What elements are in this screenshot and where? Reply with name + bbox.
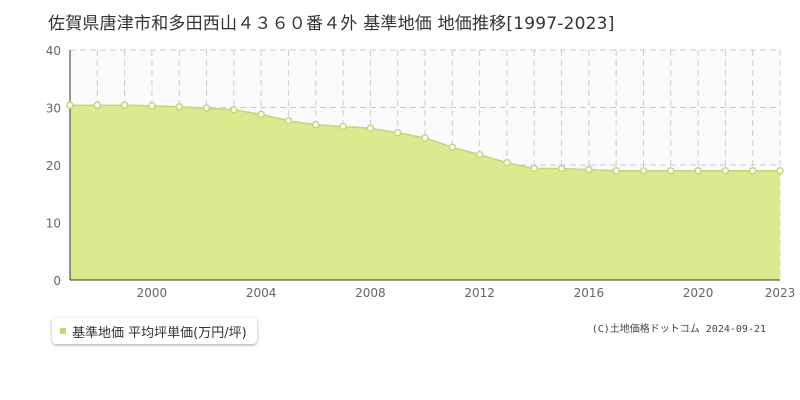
data-point	[175, 103, 183, 111]
y-tick-label: 10	[46, 217, 61, 231]
x-tick-label: 2012	[464, 286, 495, 300]
data-point	[748, 167, 757, 175]
y-tick-label: 40	[46, 44, 61, 58]
legend-label: 基準地価 平均坪単価(万円/坪)	[72, 325, 247, 341]
legend: 基準地価 平均坪単価(万円/坪)	[52, 318, 257, 344]
x-tick-label: 2000	[137, 286, 168, 300]
data-point	[557, 164, 566, 173]
data-point	[66, 101, 74, 109]
x-tick-label: 2004	[246, 286, 277, 300]
data-point	[366, 124, 375, 132]
axes	[69, 50, 780, 281]
data-point	[339, 122, 347, 131]
series-area-fill	[70, 105, 780, 280]
y-tick-label: 20	[46, 159, 61, 173]
data-point	[230, 106, 238, 114]
tick-labels: 0 10 20 30 40 2000 2004 2008 2012 2016 2020 2023	[46, 44, 796, 300]
data-markers	[66, 101, 784, 175]
data-point	[639, 167, 648, 175]
data-point	[503, 158, 511, 167]
data-point	[721, 167, 730, 175]
y-tick-label: 0	[53, 274, 61, 288]
data-point	[612, 167, 620, 175]
data-point	[148, 102, 156, 110]
data-point	[93, 101, 102, 109]
x-tick-label: 2020	[683, 286, 714, 300]
chart-title: 佐賀県唐津市和多田西山４３６０番４外 基準地価 地価推移[1997-2023]	[48, 14, 615, 34]
x-tick-label: 2023	[765, 286, 796, 300]
legend-marker	[60, 328, 66, 334]
data-point	[475, 150, 484, 159]
data-point	[776, 167, 784, 175]
data-point	[202, 104, 211, 112]
data-point	[448, 143, 457, 151]
x-tick-label: 2008	[355, 286, 386, 300]
data-point	[585, 165, 593, 174]
data-point	[257, 110, 265, 119]
data-point	[312, 121, 320, 129]
y-tick-label: 30	[46, 102, 61, 116]
copyright-text: (C)土地価格ドットコム 2024-09-21	[591, 324, 766, 335]
x-tick-label: 2016	[574, 286, 605, 300]
data-point	[393, 129, 402, 137]
data-point	[421, 134, 429, 142]
data-point	[667, 167, 675, 175]
data-point	[694, 167, 702, 175]
data-point	[284, 116, 293, 125]
data-point	[120, 101, 129, 109]
data-point	[530, 164, 538, 173]
